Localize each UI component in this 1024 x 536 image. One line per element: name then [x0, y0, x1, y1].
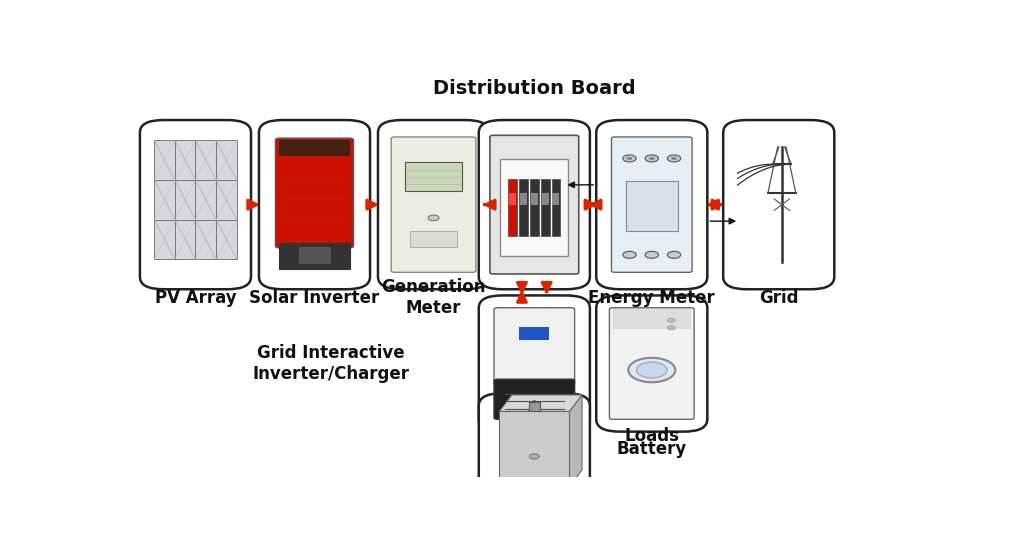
Bar — [501, 159, 568, 256]
FancyBboxPatch shape — [479, 393, 590, 505]
Bar — [552, 179, 560, 236]
FancyBboxPatch shape — [494, 379, 574, 419]
Bar — [155, 140, 175, 180]
FancyBboxPatch shape — [259, 120, 370, 289]
Text: Grid Interactive
Inverter/Charger: Grid Interactive Inverter/Charger — [253, 344, 410, 383]
Bar — [410, 231, 457, 247]
FancyBboxPatch shape — [479, 120, 590, 289]
Circle shape — [629, 358, 675, 382]
FancyBboxPatch shape — [378, 120, 489, 289]
Circle shape — [668, 251, 681, 258]
FancyBboxPatch shape — [489, 135, 579, 274]
FancyBboxPatch shape — [609, 308, 694, 419]
Circle shape — [649, 157, 654, 160]
Circle shape — [428, 215, 439, 221]
Bar — [519, 327, 549, 340]
FancyBboxPatch shape — [479, 295, 590, 431]
Bar — [520, 193, 527, 205]
Bar — [196, 220, 216, 259]
Bar — [530, 193, 538, 205]
Circle shape — [668, 326, 675, 330]
Bar — [626, 181, 678, 231]
Text: Solar Inverter: Solar Inverter — [250, 288, 380, 307]
Circle shape — [645, 155, 658, 162]
Polygon shape — [569, 395, 582, 487]
Bar — [553, 193, 559, 205]
Circle shape — [668, 155, 681, 162]
Text: PV Array: PV Array — [155, 288, 237, 307]
Circle shape — [623, 155, 636, 162]
Circle shape — [627, 157, 633, 160]
Bar — [612, 309, 691, 329]
Circle shape — [645, 251, 658, 258]
FancyBboxPatch shape — [494, 308, 574, 385]
Text: Distribution Board: Distribution Board — [433, 79, 636, 98]
Bar — [530, 179, 539, 236]
Circle shape — [637, 362, 667, 378]
FancyBboxPatch shape — [723, 120, 835, 289]
Bar — [528, 403, 540, 412]
Circle shape — [671, 157, 677, 160]
Bar — [541, 179, 550, 236]
Text: Grid: Grid — [759, 288, 799, 307]
Circle shape — [668, 318, 675, 322]
Bar — [542, 193, 549, 205]
FancyBboxPatch shape — [140, 120, 251, 289]
Circle shape — [529, 454, 540, 459]
Text: Battery: Battery — [616, 440, 686, 458]
Bar — [175, 180, 196, 220]
Bar — [280, 243, 349, 269]
Bar — [406, 162, 462, 191]
Text: Energy Meter: Energy Meter — [589, 288, 715, 307]
Bar — [155, 220, 175, 259]
FancyBboxPatch shape — [596, 295, 708, 431]
Bar — [508, 179, 517, 236]
Bar — [500, 412, 569, 487]
Bar — [216, 220, 237, 259]
FancyBboxPatch shape — [611, 137, 692, 272]
Bar — [196, 140, 216, 180]
Polygon shape — [500, 395, 582, 412]
Bar — [216, 180, 237, 220]
Text: Loads: Loads — [625, 427, 679, 445]
Bar — [196, 180, 216, 220]
Bar — [155, 180, 175, 220]
Bar — [175, 140, 196, 180]
Bar — [509, 193, 516, 205]
FancyBboxPatch shape — [596, 120, 708, 289]
Bar — [216, 140, 237, 180]
Bar — [280, 140, 349, 156]
Bar — [519, 179, 528, 236]
Bar — [175, 220, 196, 259]
Bar — [299, 247, 330, 263]
Circle shape — [623, 251, 636, 258]
FancyBboxPatch shape — [391, 137, 476, 272]
FancyBboxPatch shape — [275, 138, 353, 248]
Text: Generation
Meter: Generation Meter — [381, 278, 485, 317]
